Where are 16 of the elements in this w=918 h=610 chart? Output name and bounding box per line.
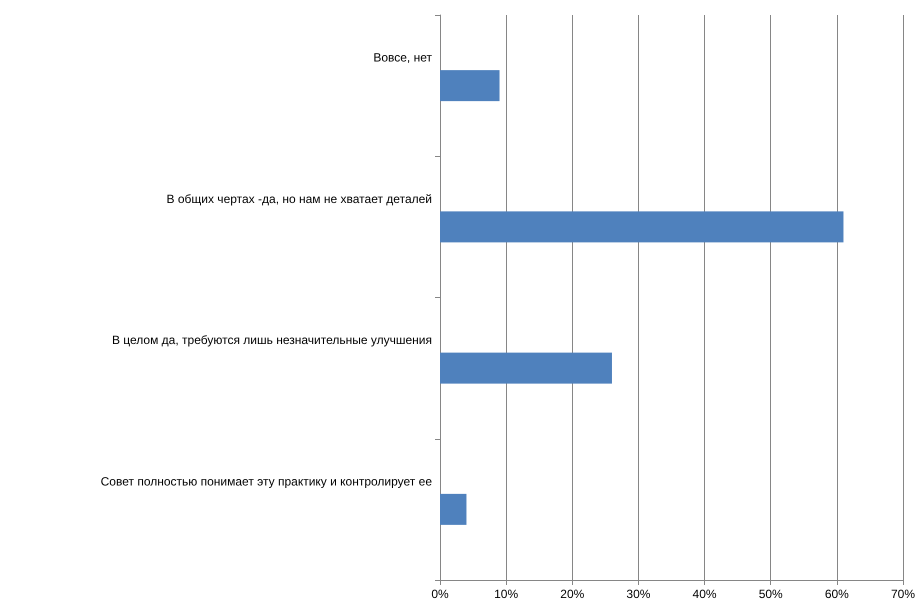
x-tick-label: 50% (758, 587, 784, 601)
x-tick-label: 0% (431, 587, 449, 601)
bar (440, 211, 844, 242)
bar (440, 70, 500, 102)
x-tick-label: 70% (890, 587, 916, 601)
x-tick-label: 20% (560, 587, 585, 601)
y-tick-label: В общих чертах -да, но нам не хватает деталей (166, 192, 432, 206)
y-tick-label: В целом да, требуются лишь незначительные улучшения (112, 333, 432, 348)
y-tick-label: Совет полностью понимает эту практику и контролирует ее (100, 474, 432, 488)
x-tick-label: 40% (692, 587, 717, 601)
x-tick-label: 30% (626, 587, 651, 601)
bar (440, 494, 466, 525)
bar (440, 352, 612, 384)
y-tick-label: Вовсе, нет (373, 50, 432, 65)
x-tick-label: 60% (824, 587, 850, 601)
x-tick-label: 10% (494, 587, 518, 601)
